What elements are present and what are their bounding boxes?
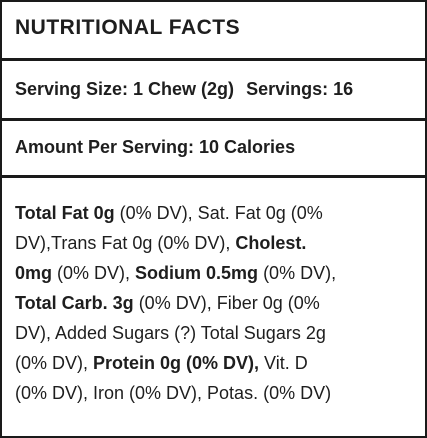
facts-line: DV),Trans Fat 0g (0% DV), Cholest. [15,228,415,258]
nutrient-detail: Vit. D [259,353,308,373]
divider-rule [2,58,425,61]
facts-line: (0% DV), Protein 0g (0% DV), Vit. D [15,348,415,378]
facts-line: Total Carb. 3g (0% DV), Fiber 0g (0% [15,288,415,318]
nutrient-name: Cholest. [235,233,307,253]
nutrient-detail: (0% DV), Fiber 0g (0% [133,293,320,313]
nutrient-detail: DV),Trans Fat 0g (0% DV), [15,233,236,253]
nutrient-detail: DV), Added Sugars (?) Total Sugars 2g [15,323,326,343]
nutrient-detail: (0% DV), Iron (0% DV), Potas. (0% DV) [15,383,332,403]
amount-per-serving: Amount Per Serving: 10 Calories [15,137,296,157]
nutrient-name: Total Carb. 3g [15,293,134,313]
facts-line: 0mg (0% DV), Sodium 0.5mg (0% DV), [15,258,415,288]
divider-rule [2,175,425,178]
divider-rule [2,118,425,121]
facts-line: (0% DV), Iron (0% DV), Potas. (0% DV) [15,378,415,408]
facts-line: Total Fat 0g (0% DV), Sat. Fat 0g (0% [15,198,415,228]
facts-line: DV), Added Sugars (?) Total Sugars 2g [15,318,415,348]
nutrient-name: 0mg [15,263,53,283]
serving-info: Serving Size: 1 Chew (2g) Servings: 16 [15,79,353,100]
nutrient-detail: (0% DV), [15,353,94,373]
nutrient-detail: (0% DV), Sat. Fat 0g (0% [114,203,323,223]
nutrient-name: Protein 0g (0% DV), [93,353,260,373]
serving-size: Serving Size: 1 Chew (2g) [15,79,235,99]
nutrient-detail: (0% DV), [52,263,136,283]
nutrient-name: Sodium 0.5mg [135,263,259,283]
nutrient-facts: Total Fat 0g (0% DV), Sat. Fat 0g (0% DV)… [15,198,415,408]
nutrient-name: Total Fat 0g [15,203,115,223]
servings-count: Servings: 16 [246,79,354,99]
nutrient-detail: (0% DV), [258,263,337,283]
label-title: NUTRITIONAL FACTS [15,16,241,39]
